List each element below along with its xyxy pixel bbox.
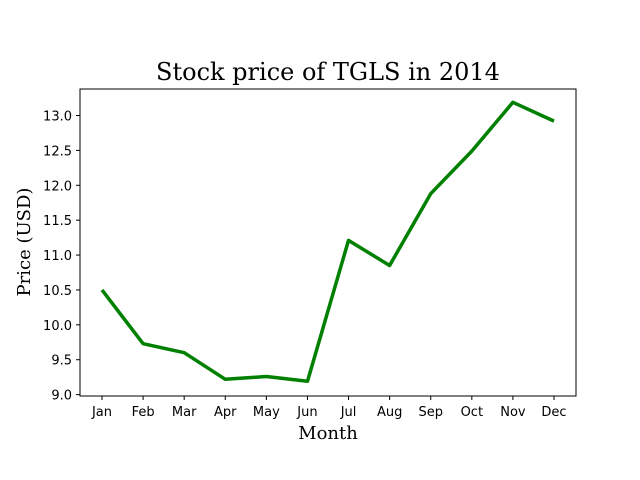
x-tick-label: Mar bbox=[172, 405, 197, 420]
x-tick-label: Jan bbox=[91, 405, 112, 420]
chart-title: Stock price of TGLS in 2014 bbox=[156, 58, 500, 86]
x-tick-label: Apr bbox=[214, 405, 237, 420]
y-tick-label: 10.0 bbox=[43, 319, 72, 334]
x-tick-label: Nov bbox=[500, 405, 526, 420]
x-axis-label: Month bbox=[298, 423, 358, 444]
x-tick-label: Aug bbox=[377, 405, 402, 420]
y-tick-label: 9.0 bbox=[51, 389, 72, 404]
x-tick-label: Jul bbox=[340, 405, 357, 420]
y-tick-label: 12.5 bbox=[43, 144, 72, 159]
plot-area: Jan Feb Mar Apr May Jun Jul Aug Sep Oct Nov Dec 9.0 9… bbox=[43, 88, 577, 420]
y-tick-label: 12.0 bbox=[43, 179, 72, 194]
x-tick-label: Jun bbox=[296, 405, 317, 420]
x-tick-label: Oct bbox=[461, 405, 483, 420]
y-axis-label: Price (USD) bbox=[14, 188, 35, 297]
series-line bbox=[100, 100, 555, 384]
x-tick-label: Sep bbox=[418, 405, 443, 420]
y-tick-label: 13.0 bbox=[43, 110, 72, 125]
y-tick-label: 11.0 bbox=[43, 249, 72, 264]
x-tick-label: May bbox=[253, 405, 280, 420]
y-tick-label: 10.5 bbox=[43, 284, 72, 299]
x-tick-label: Feb bbox=[132, 405, 155, 420]
x-tick-label: Dec bbox=[541, 405, 566, 420]
y-tick-label: 11.5 bbox=[43, 214, 72, 229]
plot-frame bbox=[79, 88, 577, 397]
y-tick-label: 9.5 bbox=[51, 354, 72, 369]
